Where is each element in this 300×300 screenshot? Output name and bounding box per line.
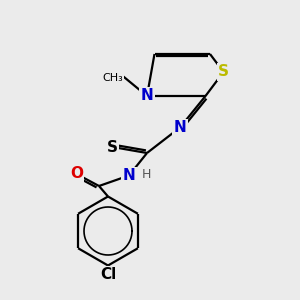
Text: N: N xyxy=(174,120,186,135)
Text: S: S xyxy=(107,140,118,154)
Text: S: S xyxy=(218,64,229,80)
Text: N: N xyxy=(141,88,153,104)
Text: O: O xyxy=(70,167,83,182)
Text: H: H xyxy=(142,167,151,181)
Text: methyl: methyl xyxy=(110,79,115,80)
Text: N: N xyxy=(123,168,135,183)
Text: methyl: methyl xyxy=(110,72,114,74)
Text: CH₃: CH₃ xyxy=(102,73,123,83)
Text: Cl: Cl xyxy=(100,267,116,282)
